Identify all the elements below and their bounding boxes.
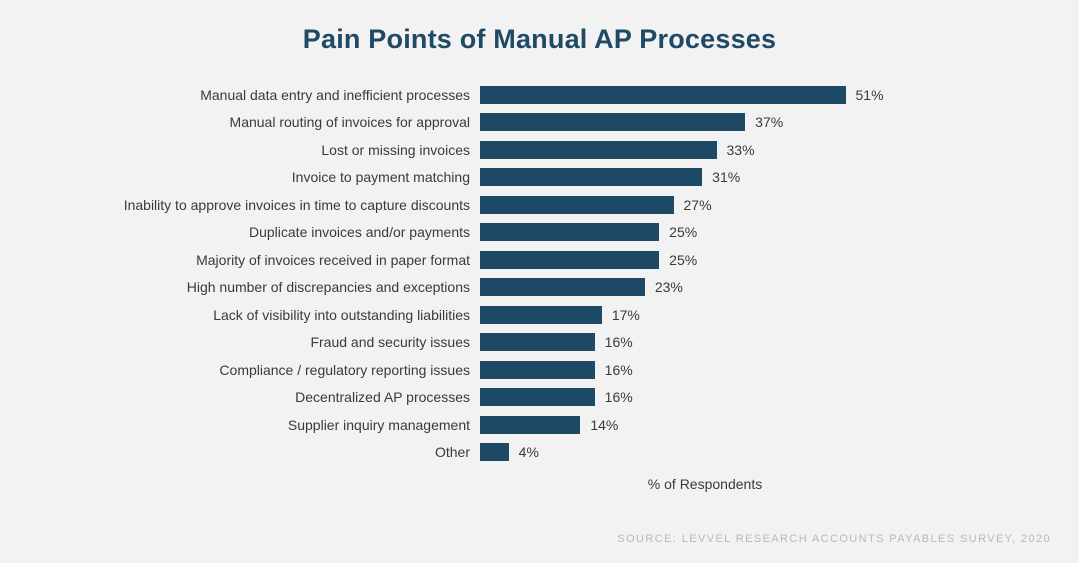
chart-title: Pain Points of Manual AP Processes: [60, 24, 1019, 55]
source-attribution: SOURCE: LEVVEL RESEARCH ACCOUNTS PAYABLE…: [617, 533, 1051, 545]
bar-area: 23%: [480, 274, 1019, 302]
bar: [480, 86, 846, 104]
bar-area: 25%: [480, 219, 1019, 247]
bar-label: Fraud and security issues: [60, 334, 480, 350]
bar-area: 27%: [480, 191, 1019, 219]
bar: [480, 388, 595, 406]
bar-label: High number of discrepancies and excepti…: [60, 279, 480, 295]
x-axis-label: % of Respondents: [490, 476, 920, 492]
bar-row: Decentralized AP processes 16%: [60, 384, 1019, 412]
bar-area: 14%: [480, 411, 1019, 439]
bar: [480, 306, 602, 324]
bar-value: 37%: [755, 114, 783, 130]
bar-value: 4%: [519, 444, 539, 460]
bar-row: Lost or missing invoices 33%: [60, 136, 1019, 164]
bar: [480, 361, 595, 379]
bar: [480, 251, 659, 269]
bar: [480, 416, 580, 434]
bar-area: 37%: [480, 109, 1019, 137]
bar-row: Majority of invoices received in paper f…: [60, 246, 1019, 274]
bar-value: 14%: [590, 417, 618, 433]
bar-value: 25%: [669, 224, 697, 240]
bar-label: Manual routing of invoices for approval: [60, 114, 480, 130]
bar-area: 17%: [480, 301, 1019, 329]
bar-row: Inability to approve invoices in time to…: [60, 191, 1019, 219]
bar-area: 16%: [480, 384, 1019, 412]
bar-label: Decentralized AP processes: [60, 389, 480, 405]
bar-label: Lost or missing invoices: [60, 142, 480, 158]
bar-area: 31%: [480, 164, 1019, 192]
bar-value: 16%: [605, 389, 633, 405]
bar: [480, 333, 595, 351]
bar: [480, 223, 659, 241]
bar-value: 33%: [727, 142, 755, 158]
bar-row: Manual routing of invoices for approval 3…: [60, 109, 1019, 137]
bar-label: Supplier inquiry management: [60, 417, 480, 433]
bar-area: 16%: [480, 329, 1019, 357]
bar-label: Manual data entry and inefficient proces…: [60, 87, 480, 103]
bar-area: 51%: [480, 81, 1019, 109]
bar-label: Lack of visibility into outstanding liab…: [60, 307, 480, 323]
bar-row: Manual data entry and inefficient proces…: [60, 81, 1019, 109]
bar-row: Lack of visibility into outstanding liab…: [60, 301, 1019, 329]
chart-container: Pain Points of Manual AP Processes Manua…: [0, 0, 1079, 492]
bar-area: 4%: [480, 439, 1019, 467]
bar-value: 23%: [655, 279, 683, 295]
bar-row: Invoice to payment matching 31%: [60, 164, 1019, 192]
bar: [480, 113, 745, 131]
bar: [480, 196, 674, 214]
bar: [480, 168, 702, 186]
bar-value: 25%: [669, 252, 697, 268]
bar-value: 51%: [856, 87, 884, 103]
bar-label: Majority of invoices received in paper f…: [60, 252, 480, 268]
bar-row: Supplier inquiry management 14%: [60, 411, 1019, 439]
bar-row: Duplicate invoices and/or payments 25%: [60, 219, 1019, 247]
bar-label: Duplicate invoices and/or payments: [60, 224, 480, 240]
bar-area: 33%: [480, 136, 1019, 164]
bar-rows: Manual data entry and inefficient proces…: [60, 81, 1019, 466]
bar-label: Other: [60, 444, 480, 460]
bar-row: Other 4%: [60, 439, 1019, 467]
bar-value: 16%: [605, 334, 633, 350]
bar-area: 25%: [480, 246, 1019, 274]
bar: [480, 141, 717, 159]
bar-value: 17%: [612, 307, 640, 323]
bar-row: High number of discrepancies and excepti…: [60, 274, 1019, 302]
bar-value: 16%: [605, 362, 633, 378]
bar-label: Inability to approve invoices in time to…: [60, 197, 480, 213]
bar-label: Compliance / regulatory reporting issues: [60, 362, 480, 378]
bar-value: 31%: [712, 169, 740, 185]
bar: [480, 443, 509, 461]
bar: [480, 278, 645, 296]
bar-row: Fraud and security issues 16%: [60, 329, 1019, 357]
bar-value: 27%: [684, 197, 712, 213]
bar-row: Compliance / regulatory reporting issues…: [60, 356, 1019, 384]
bar-area: 16%: [480, 356, 1019, 384]
bar-label: Invoice to payment matching: [60, 169, 480, 185]
